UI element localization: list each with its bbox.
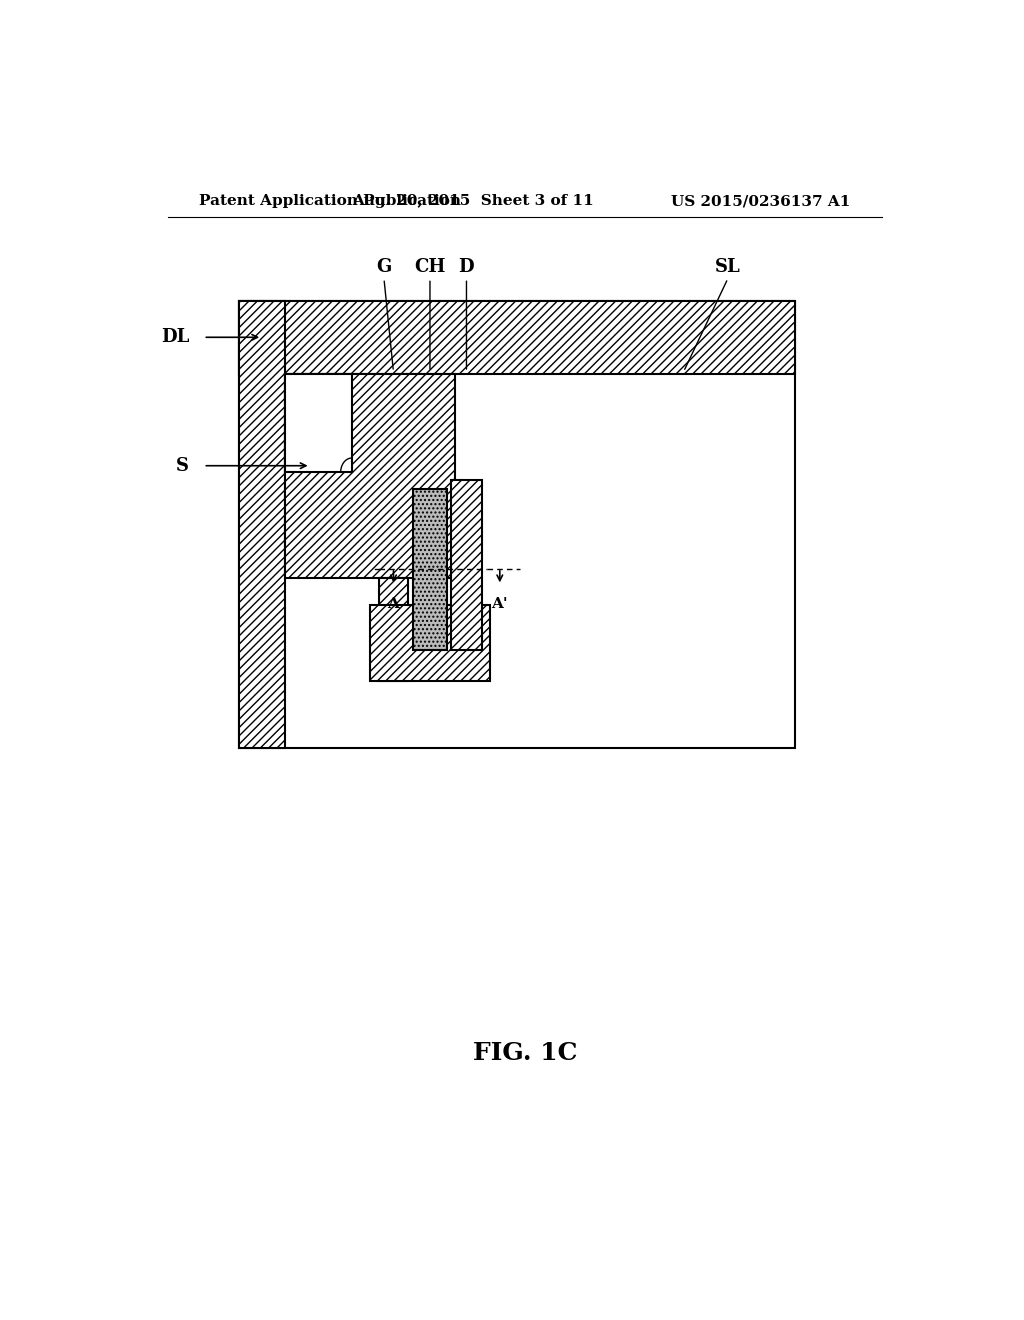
Text: Patent Application Publication: Patent Application Publication — [200, 194, 462, 209]
Bar — [240, 301, 795, 748]
Text: D: D — [459, 259, 474, 276]
Text: FIG. 1C: FIG. 1C — [472, 1041, 578, 1065]
Text: SL: SL — [715, 259, 740, 276]
Bar — [285, 374, 352, 473]
Text: S: S — [176, 457, 189, 475]
Bar — [451, 479, 482, 649]
Text: CH: CH — [415, 259, 445, 276]
Bar — [240, 301, 795, 374]
Text: G: G — [376, 259, 391, 276]
Text: Aug. 20, 2015  Sheet 3 of 11: Aug. 20, 2015 Sheet 3 of 11 — [352, 194, 594, 209]
Bar — [285, 374, 455, 578]
Text: A: A — [387, 598, 399, 611]
Text: A': A' — [492, 598, 508, 611]
Text: US 2015/0236137 A1: US 2015/0236137 A1 — [671, 194, 850, 209]
Bar — [240, 301, 285, 748]
Bar — [370, 605, 490, 681]
Bar — [379, 578, 408, 681]
Bar — [413, 488, 447, 649]
Text: DL: DL — [161, 329, 189, 346]
